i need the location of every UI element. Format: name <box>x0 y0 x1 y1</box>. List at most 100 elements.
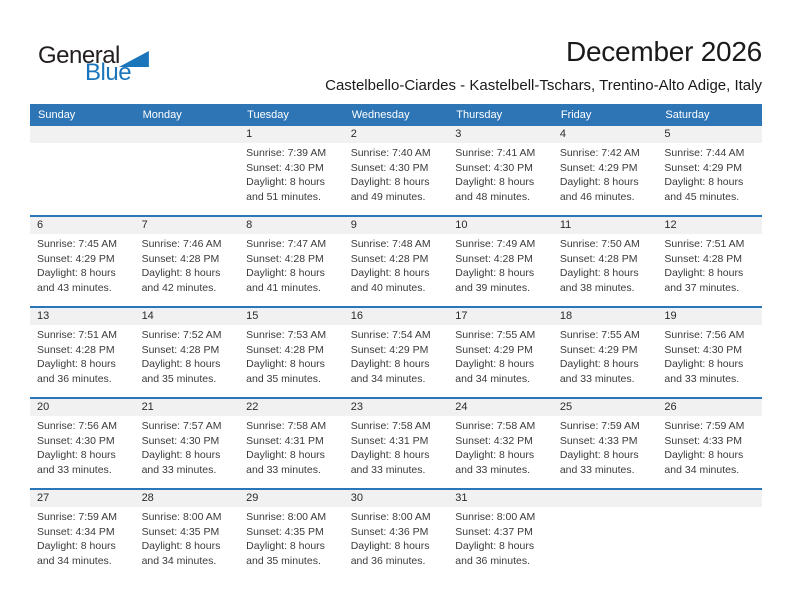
sunrise-text: Sunrise: 7:46 AM <box>141 238 222 250</box>
calendar-cell-empty <box>30 126 135 215</box>
sunrise-text: Sunrise: 7:45 AM <box>37 238 117 250</box>
sunset-text: Sunset: 4:28 PM <box>246 343 324 356</box>
day-number: 2 <box>343 126 449 143</box>
daylight-text: Daylight: 8 hours and 34 minutes. <box>37 540 116 567</box>
daylight-text: Daylight: 8 hours and 34 minutes. <box>664 449 744 476</box>
sunrise-text: Sunrise: 7:57 AM <box>141 420 222 432</box>
sunrise-text: Sunrise: 7:49 AM <box>455 238 536 250</box>
daylight-text: Daylight: 8 hours and 35 minutes. <box>246 540 325 567</box>
calendar-cell-day-9: 9 Sunrise: 7:48 AM Sunset: 4:28 PM Daylight… <box>343 217 449 306</box>
calendar-cell-day-31: 31 Sunrise: 8:00 AM Sunset: 4:37 PM Dayligh… <box>448 490 553 579</box>
sunrise-text: Sunrise: 7:55 AM <box>455 329 536 341</box>
sunset-text: Sunset: 4:34 PM <box>37 525 115 538</box>
calendar-cell-day-11: 11 Sunrise: 7:50 AM Sunset: 4:28 PM Dayligh… <box>552 217 658 306</box>
weekday-header-row: Sunday Monday Tuesday Wednesday Thursday Frid… <box>30 104 762 126</box>
daylight-text: Daylight: 8 hours and 33 minutes. <box>37 449 116 476</box>
week-row: 6 Sunrise: 7:45 AM Sunset: 4:29 PM Daylight… <box>30 215 762 306</box>
daylight-text: Daylight: 8 hours and 35 minutes. <box>141 358 221 385</box>
sunset-text: Sunset: 4:33 PM <box>664 434 743 447</box>
day-number: 1 <box>239 126 344 143</box>
daylight-text: Daylight: 8 hours and 38 minutes. <box>559 267 639 294</box>
sunrise-text: Sunrise: 7:56 AM <box>664 329 745 341</box>
calendar-cell-day-24: 24 Sunrise: 7:58 AM Sunset: 4:32 PM Dayligh… <box>448 399 553 488</box>
sunset-text: Sunset: 4:30 PM <box>37 434 115 447</box>
daylight-text: Daylight: 8 hours and 33 minutes. <box>246 449 325 476</box>
calendar-cell-day-4: 4 Sunrise: 7:42 AM Sunset: 4:29 PM Daylight… <box>552 126 658 215</box>
sunset-text: Sunset: 4:29 PM <box>664 161 743 174</box>
weekday-label-sunday: Sunday <box>38 109 76 121</box>
cell-body: Sunrise: 7:46 AM Sunset: 4:28 PM Daylight:… <box>135 234 240 295</box>
calendar-cell-day-20: 20 Sunrise: 7:56 AM Sunset: 4:30 PM Dayligh… <box>30 399 135 488</box>
daylight-text: Daylight: 8 hours and 39 minutes. <box>455 267 535 294</box>
daylight-text: Daylight: 8 hours and 33 minutes. <box>559 358 639 385</box>
sunset-text: Sunset: 4:30 PM <box>141 434 220 447</box>
daylight-text: Daylight: 8 hours and 33 minutes. <box>664 358 744 385</box>
sunset-text: Sunset: 4:29 PM <box>350 343 429 356</box>
calendar-cell-day-16: 16 Sunrise: 7:54 AM Sunset: 4:29 PM Dayligh… <box>343 308 449 397</box>
day-number: 22 <box>239 399 344 416</box>
cell-body: Sunrise: 7:40 AM Sunset: 4:30 PM Daylight:… <box>344 143 449 204</box>
sunrise-text: Sunrise: 7:51 AM <box>664 238 745 250</box>
day-number: 26 <box>657 399 762 416</box>
calendar-cell-day-2: 2 Sunrise: 7:40 AM Sunset: 4:30 PM Daylight… <box>343 126 449 215</box>
sunset-text: Sunset: 4:30 PM <box>455 161 533 174</box>
sunrise-text: Sunrise: 7:59 AM <box>664 420 745 432</box>
daylight-text: Daylight: 8 hours and 40 minutes. <box>350 267 430 294</box>
day-number: 21 <box>134 399 240 416</box>
weekday-label-monday: Monday <box>142 109 182 121</box>
calendar-body: 1 Sunrise: 7:39 AM Sunset: 4:30 PM Daylight… <box>30 126 762 579</box>
calendar-cell-day-28: 28 Sunrise: 8:00 AM Sunset: 4:35 PM Dayligh… <box>134 490 240 579</box>
sunset-text: Sunset: 4:28 PM <box>559 252 638 265</box>
sunrise-text: Sunrise: 7:48 AM <box>350 238 431 250</box>
cell-body: Sunrise: 7:57 AM Sunset: 4:30 PM Daylight:… <box>135 416 240 477</box>
general-blue-logo: General Blue <box>38 44 149 85</box>
sunrise-text: Sunrise: 8:00 AM <box>455 511 536 523</box>
calendar-cell-day-8: 8 Sunrise: 7:47 AM Sunset: 4:28 PM Daylight… <box>239 217 344 306</box>
daylight-text: Daylight: 8 hours and 41 minutes. <box>246 267 325 294</box>
cell-body: Sunrise: 8:00 AM Sunset: 4:35 PM Daylight:… <box>239 507 344 568</box>
cell-body: Sunrise: 7:55 AM Sunset: 4:29 PM Daylight:… <box>553 325 658 386</box>
cell-body: Sunrise: 7:59 AM Sunset: 4:33 PM Daylight:… <box>657 416 762 477</box>
weekday-label-thursday: Thursday <box>456 109 503 121</box>
calendar-cell-day-27: 27 Sunrise: 7:59 AM Sunset: 4:34 PM Dayligh… <box>30 490 135 579</box>
day-number: 10 <box>448 217 553 234</box>
logo-text-general: General <box>38 42 120 69</box>
sunset-text: Sunset: 4:29 PM <box>455 343 533 356</box>
calendar-cell-day-17: 17 Sunrise: 7:55 AM Sunset: 4:29 PM Dayligh… <box>448 308 553 397</box>
calendar-cell-day-29: 29 Sunrise: 8:00 AM Sunset: 4:35 PM Dayligh… <box>239 490 344 579</box>
cell-body: Sunrise: 7:59 AM Sunset: 4:33 PM Daylight:… <box>553 416 658 477</box>
daylight-text: Daylight: 8 hours and 49 minutes. <box>350 176 430 203</box>
day-number: 30 <box>343 490 449 507</box>
sunrise-text: Sunrise: 8:00 AM <box>141 511 222 523</box>
calendar-cell-day-19: 19 Sunrise: 7:56 AM Sunset: 4:30 PM Dayligh… <box>657 308 762 397</box>
cell-body: Sunrise: 7:44 AM Sunset: 4:29 PM Daylight:… <box>657 143 762 204</box>
cell-body: Sunrise: 7:49 AM Sunset: 4:28 PM Daylight:… <box>448 234 553 295</box>
sunset-text: Sunset: 4:36 PM <box>350 525 429 538</box>
calendar-cell-day-30: 30 Sunrise: 8:00 AM Sunset: 4:36 PM Dayligh… <box>343 490 449 579</box>
day-number: 9 <box>343 217 449 234</box>
cell-body: Sunrise: 7:39 AM Sunset: 4:30 PM Daylight:… <box>239 143 344 204</box>
sunset-text: Sunset: 4:35 PM <box>141 525 220 538</box>
cell-body: Sunrise: 7:42 AM Sunset: 4:29 PM Daylight:… <box>553 143 658 204</box>
day-number: 7 <box>134 217 240 234</box>
day-number: 24 <box>448 399 553 416</box>
header: December 2026 Castelbello-Ciardes - Kast… <box>325 36 762 94</box>
sunrise-text: Sunrise: 7:58 AM <box>246 420 327 432</box>
daylight-text: Daylight: 8 hours and 37 minutes. <box>664 267 744 294</box>
sunset-text: Sunset: 4:35 PM <box>246 525 324 538</box>
sunset-text: Sunset: 4:28 PM <box>664 252 743 265</box>
calendar-cell-day-18: 18 Sunrise: 7:55 AM Sunset: 4:29 PM Dayligh… <box>552 308 658 397</box>
sunset-text: Sunset: 4:29 PM <box>37 252 115 265</box>
day-number: 28 <box>134 490 240 507</box>
daylight-text: Daylight: 8 hours and 42 minutes. <box>141 267 221 294</box>
sunset-text: Sunset: 4:30 PM <box>664 343 743 356</box>
day-number: 3 <box>448 126 553 143</box>
day-number: 16 <box>343 308 449 325</box>
daylight-text: Daylight: 8 hours and 43 minutes. <box>37 267 116 294</box>
cell-body: Sunrise: 8:00 AM Sunset: 4:37 PM Daylight:… <box>448 507 553 568</box>
location-subtitle: Castelbello-Ciardes - Kastelbell-Tschars… <box>325 77 762 94</box>
day-number <box>134 126 240 143</box>
sunset-text: Sunset: 4:37 PM <box>455 525 533 538</box>
sunset-text: Sunset: 4:28 PM <box>37 343 115 356</box>
calendar-cell-day-26: 26 Sunrise: 7:59 AM Sunset: 4:33 PM Dayligh… <box>657 399 762 488</box>
